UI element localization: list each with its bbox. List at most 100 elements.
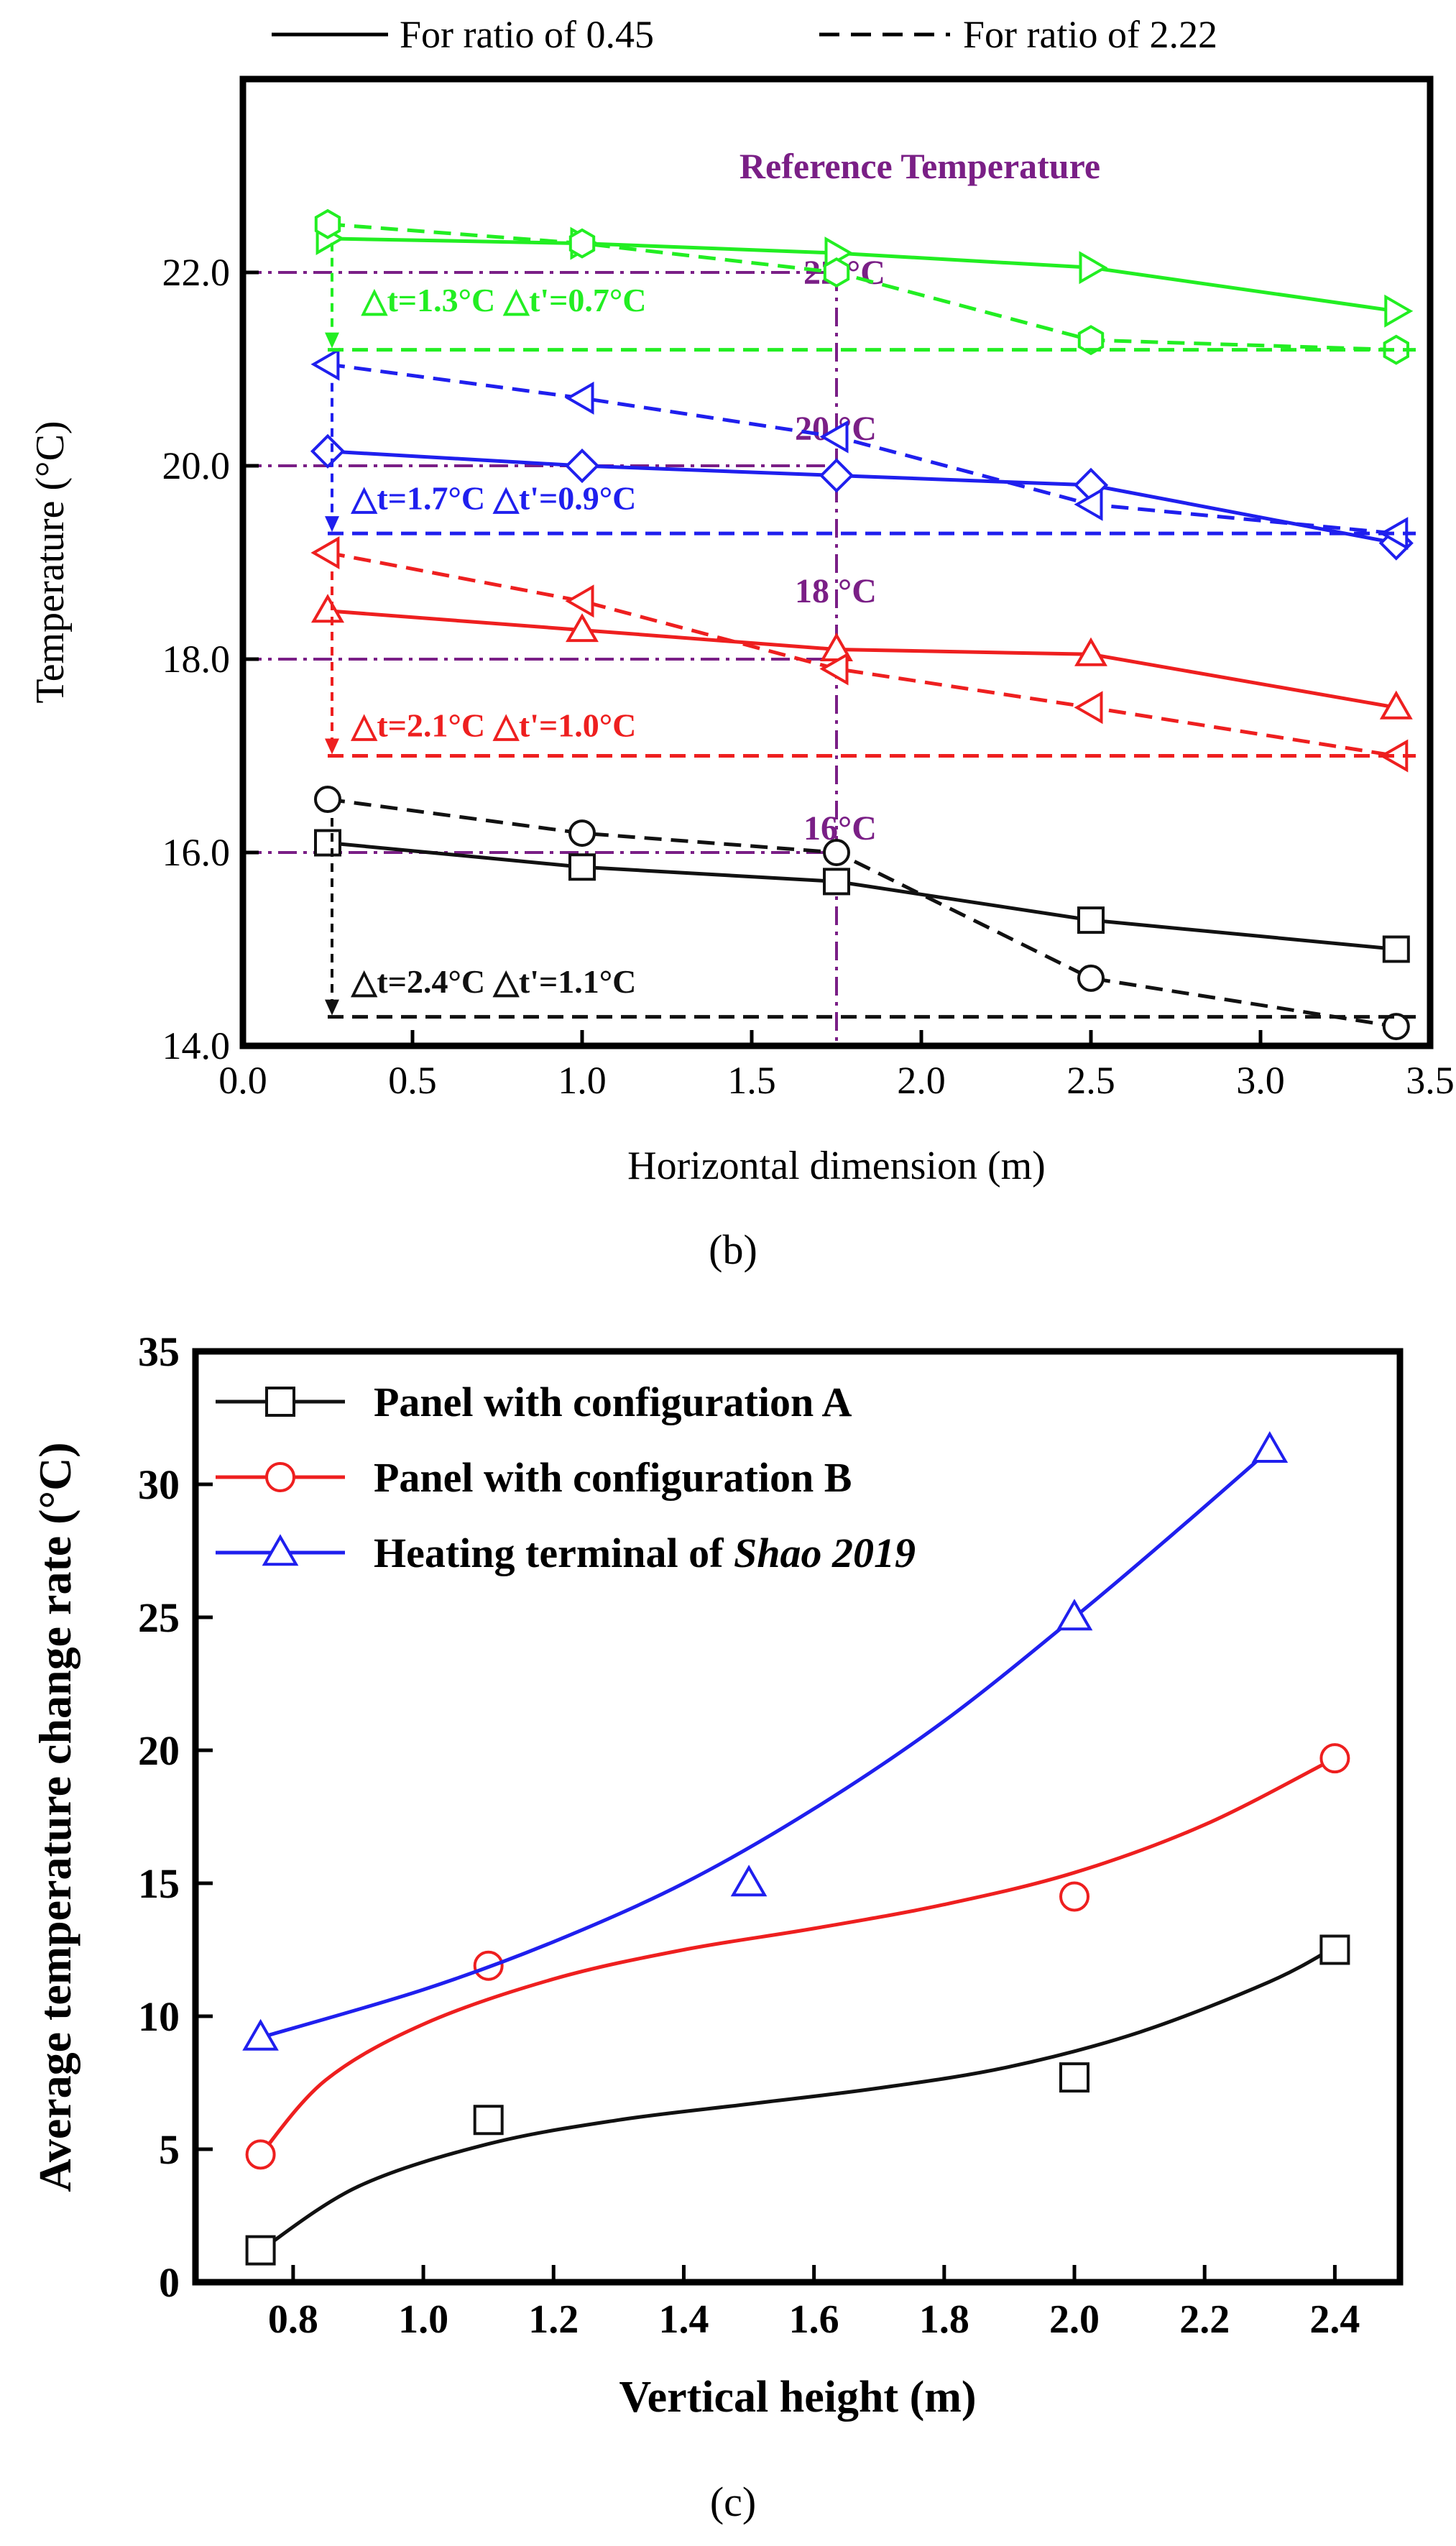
y-tick-label-b-1: 16.0 — [162, 831, 231, 874]
data-point-panel-with-configuration-b-3 — [1319, 1743, 1350, 1774]
x-tick-label-b-0: 0.0 — [218, 1059, 267, 1102]
x-tick-label-b-6: 3.0 — [1236, 1059, 1285, 1102]
legend-b-dashed-label: For ratio of 2.22 — [963, 13, 1217, 56]
data-point-heating-terminal-of-shao-2019-0 — [242, 2018, 279, 2051]
reference-title: Reference Temperature — [739, 146, 1100, 186]
series-group-b — [310, 208, 1414, 1041]
data-point-16-c-ratio-2-22-2 — [823, 839, 850, 866]
data-point-16-c-ratio-2-22-4 — [1382, 1013, 1410, 1041]
y-tick-label-c-2: 10 — [138, 1993, 180, 2040]
y-tick-label-b-2: 18.0 — [162, 638, 231, 681]
data-point-heating-terminal-of-shao-2019-1 — [730, 1865, 768, 1897]
x-tick-label-c-3: 1.4 — [658, 2297, 709, 2342]
data-point-18-c-ratio-0-45-3 — [1074, 637, 1107, 666]
legend-c-label-2: Heating terminal of Shao 2019 — [374, 1530, 916, 1576]
data-point-20-c-ratio-2-22-1 — [565, 381, 594, 415]
data-point-22-c-ratio-2-22-2 — [823, 257, 850, 288]
legend-c: Panel with configuration A Panel with con… — [216, 1379, 916, 1576]
reference-lines: 22 °C20 °C18 °C16°C — [243, 254, 885, 1046]
x-tick-label-c-1: 1.0 — [398, 2297, 448, 2342]
data-point-18-c-ratio-2-22-1 — [565, 584, 594, 618]
data-point-18-c-ratio-0-45-4 — [1379, 690, 1413, 720]
data-point-panel-with-configuration-a-2 — [1059, 2062, 1089, 2093]
data-point-18-c-ratio-2-22-0 — [310, 536, 340, 570]
x-tick-label-b-3: 1.5 — [727, 1059, 776, 1102]
data-point-20-c-ratio-2-22-2 — [819, 420, 849, 454]
y-axis-label-b: Temperature (°C) — [28, 420, 73, 703]
legend-c-marker-1 — [265, 1462, 295, 1492]
legend-c-marker-0 — [265, 1387, 295, 1417]
data-point-20-c-ratio-0-45-1 — [564, 448, 600, 484]
chart-c: 0.8 1.0 1.2 1.4 1.6 1.8 2.0 2.2 2.4 0 5 10 15 20 25 30 3… — [29, 1328, 1404, 2525]
y-tick-label-c-6: 30 — [138, 1461, 180, 1508]
x-tick-label-c-5: 1.8 — [919, 2297, 969, 2342]
x-axis-label-b: Horizontal dimension (m) — [627, 1144, 1046, 1188]
legend-b: For ratio of 0.45 For ratio of 2.22 — [272, 13, 1217, 56]
x-tick-label-c-4: 1.6 — [789, 2297, 839, 2342]
legend-c-label-text-1: Panel with configuration B — [374, 1454, 852, 1501]
y-tick-label-c-7: 35 — [138, 1328, 180, 1375]
y-tick-label-c-3: 15 — [138, 1860, 180, 1907]
y-axis-label-c: Average temperature change rate (°C) — [29, 1442, 80, 2192]
panel-label-b: (b) — [709, 1226, 757, 1273]
y-tick-label-c-0: 0 — [159, 2259, 180, 2306]
plot-frame-c — [192, 1348, 1404, 2286]
legend-b-solid-label: For ratio of 0.45 — [400, 13, 654, 56]
delta-arrowhead-1 — [325, 516, 339, 533]
delta-annotation-1: △t=1.7°C △t'=0.9°C — [350, 480, 636, 517]
data-point-22-c-ratio-0-45-3 — [1079, 251, 1108, 285]
x-axis-label-c: Vertical height (m) — [619, 2373, 976, 2422]
plot-frame-b — [239, 75, 1434, 1049]
y-tick-label-b-0: 14.0 — [162, 1024, 231, 1067]
y-tick-label-c-1: 5 — [159, 2126, 180, 2173]
delta-arrowhead-0 — [325, 332, 339, 349]
data-point-panel-with-configuration-b-2 — [1059, 1881, 1090, 1912]
x-tick-label-c-7: 2.2 — [1179, 2297, 1230, 2342]
series-group-c — [242, 1430, 1350, 2266]
delta-annotations: △t=1.3°C △t'=0.7°C △t=1.7°C △t'=0.9°C △t=2… — [350, 282, 646, 1000]
fit-curve-panel-with-configuration-b — [259, 1756, 1336, 2156]
data-point-16-c-ratio-2-22-1 — [568, 819, 596, 847]
legend-c-label-0: Panel with configuration A — [374, 1379, 852, 1425]
data-point-16-c-ratio-0-45-2 — [823, 868, 850, 896]
fit-curve-panel-with-configuration-a — [259, 1945, 1336, 2252]
data-point-18-c-ratio-0-45-0 — [310, 594, 345, 623]
axes-b: 0.0 0.5 1.0 1.5 2.0 2.5 3.0 3.5 14.0 16.0 18.0 20.0… — [162, 251, 1455, 1102]
data-point-heating-terminal-of-shao-2019-3 — [1251, 1430, 1289, 1463]
data-point-16-c-ratio-0-45-0 — [314, 829, 341, 857]
x-tick-label-c-0: 0.8 — [268, 2297, 318, 2342]
data-point-panel-with-configuration-a-3 — [1319, 1934, 1350, 1965]
y-tick-label-b-4: 22.0 — [162, 251, 231, 294]
data-point-18-c-ratio-2-22-3 — [1074, 691, 1103, 725]
y-tick-label-c-5: 25 — [138, 1594, 180, 1641]
data-point-16-c-ratio-0-45-1 — [568, 853, 596, 881]
x-tick-label-b-2: 1.0 — [558, 1059, 607, 1102]
data-point-18-c-ratio-2-22-2 — [819, 652, 849, 686]
axes-c: 0.8 1.0 1.2 1.4 1.6 1.8 2.0 2.2 2.4 0 5 10 15 20 25 30 3… — [138, 1328, 1360, 2342]
legend-c-label-text-0: Panel with configuration A — [374, 1379, 852, 1425]
legend-c-label-italic-2: Shao 2019 — [734, 1530, 916, 1576]
delta-arrowhead-3 — [325, 999, 339, 1016]
data-point-16-c-ratio-2-22-3 — [1077, 964, 1105, 992]
min-lines — [325, 242, 1416, 1019]
data-point-22-c-ratio-2-22-4 — [1383, 334, 1409, 365]
delta-annotation-3: △t=2.4°C △t'=1.1°C — [350, 963, 636, 1000]
data-point-22-c-ratio-2-22-3 — [1077, 325, 1105, 356]
x-tick-label-b-1: 0.5 — [388, 1059, 437, 1102]
data-point-22-c-ratio-2-22-0 — [314, 208, 341, 239]
x-tick-label-b-5: 2.5 — [1066, 1059, 1115, 1102]
data-point-22-c-ratio-0-45-4 — [1384, 294, 1414, 328]
data-point-20-c-ratio-2-22-0 — [310, 347, 340, 381]
delta-annotation-0: △t=1.3°C △t'=0.7°C — [360, 282, 646, 318]
data-point-20-c-ratio-0-45-0 — [310, 433, 346, 469]
data-point-16-c-ratio-0-45-3 — [1077, 906, 1105, 934]
legend-c-label-1: Panel with configuration B — [374, 1454, 852, 1501]
x-tick-label-c-6: 2.0 — [1049, 2297, 1100, 2342]
chart-b: For ratio of 0.45 For ratio of 2.22 22 °… — [28, 13, 1455, 1273]
series-line-16-c-ratio-0-45 — [327, 841, 1397, 951]
data-point-16-c-ratio-2-22-0 — [314, 786, 341, 814]
x-tick-label-b-7: 3.5 — [1406, 1059, 1455, 1102]
delta-annotation-2: △t=2.1°C △t'=1.0°C — [350, 707, 636, 744]
data-point-16-c-ratio-0-45-4 — [1382, 935, 1410, 963]
